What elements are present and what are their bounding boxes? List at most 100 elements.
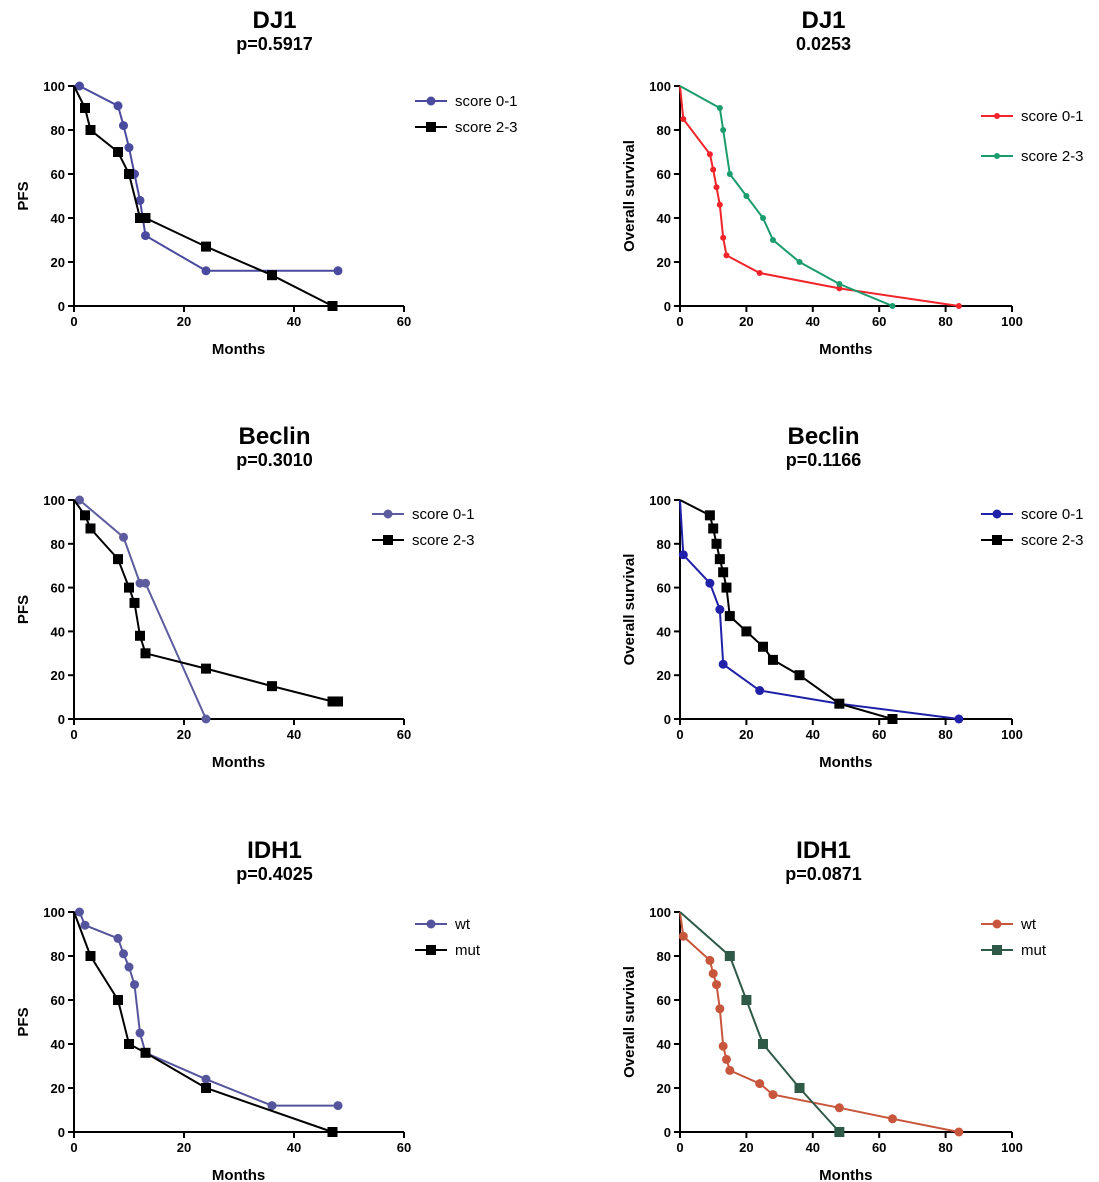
data-point bbox=[135, 195, 145, 205]
legend-label: score 2-3 bbox=[412, 532, 475, 549]
y-tick-label: 0 bbox=[664, 712, 671, 727]
data-point bbox=[714, 554, 725, 565]
data-point bbox=[715, 605, 725, 614]
x-tick-label: 0 bbox=[70, 727, 77, 742]
data-point bbox=[124, 1039, 134, 1049]
data-point bbox=[267, 1101, 277, 1111]
y-tick-label: 100 bbox=[649, 905, 671, 920]
data-point bbox=[741, 626, 752, 637]
x-tick-label: 60 bbox=[872, 314, 886, 329]
data-point bbox=[755, 686, 765, 696]
x-axis-label: Months bbox=[819, 341, 872, 358]
data-point bbox=[758, 641, 768, 652]
x-tick-label: 20 bbox=[739, 1140, 753, 1155]
legend-label: score 0-1 bbox=[412, 506, 475, 523]
data-point bbox=[135, 630, 145, 641]
data-point bbox=[80, 920, 90, 930]
data-point bbox=[678, 931, 688, 941]
data-point bbox=[124, 582, 134, 593]
data-point bbox=[141, 231, 150, 241]
chart-title-block: Beclin p=0.3010 bbox=[0, 424, 549, 471]
legend-marker bbox=[426, 96, 436, 106]
y-tick-label: 100 bbox=[43, 79, 65, 94]
x-axis-label: Months bbox=[819, 754, 872, 771]
data-point bbox=[267, 270, 277, 281]
y-tick-label: 80 bbox=[51, 537, 65, 552]
y-axis-label: PFS bbox=[15, 1007, 32, 1036]
legend-marker bbox=[383, 535, 393, 545]
y-tick-label: 80 bbox=[657, 949, 671, 964]
data-point bbox=[718, 1041, 728, 1051]
x-tick-label: 0 bbox=[70, 314, 77, 329]
chart-panel-idh1-os: IDH1 p=0.0871 0 20 40 60 80 100 0 20 40 60 80 100 Mo… bbox=[549, 788, 1098, 1182]
x-tick-label: 20 bbox=[739, 727, 753, 742]
data-point bbox=[130, 980, 139, 990]
legend-entry: mut bbox=[981, 942, 1047, 959]
y-axis-label: PFS bbox=[15, 181, 32, 210]
y-tick-label: 80 bbox=[51, 949, 65, 964]
data-point bbox=[768, 1090, 778, 1100]
data-point bbox=[85, 125, 96, 135]
data-point bbox=[954, 1127, 964, 1137]
data-point bbox=[75, 81, 84, 91]
data-point bbox=[712, 980, 722, 990]
x-tick-label: 40 bbox=[806, 314, 820, 329]
y-tick-label: 100 bbox=[649, 493, 671, 508]
series-line bbox=[73, 911, 333, 1133]
y-tick-label: 0 bbox=[58, 299, 65, 314]
legend-entry: score 0-1 bbox=[981, 506, 1084, 523]
data-point bbox=[713, 184, 720, 191]
data-point bbox=[327, 696, 338, 707]
chart-subtitle: p=0.3010 bbox=[236, 450, 313, 470]
y-tick-label: 40 bbox=[51, 624, 65, 639]
data-point bbox=[678, 550, 688, 560]
legend-marker bbox=[994, 153, 1000, 159]
data-point bbox=[119, 121, 128, 131]
legend-label: mut bbox=[1021, 942, 1047, 959]
x-tick-label: 100 bbox=[1001, 314, 1023, 329]
y-tick-label: 40 bbox=[657, 624, 671, 639]
x-tick-label: 60 bbox=[397, 1140, 411, 1155]
x-tick-label: 80 bbox=[938, 727, 952, 742]
data-point bbox=[716, 105, 723, 111]
series-0 bbox=[679, 85, 962, 309]
data-point bbox=[705, 955, 715, 965]
chart-subtitle: p=0.0871 bbox=[785, 864, 862, 884]
legend-entry: score 0-1 bbox=[372, 506, 475, 523]
data-point bbox=[954, 714, 964, 724]
series-line bbox=[679, 499, 960, 720]
y-axis-label: Overall survival bbox=[621, 554, 638, 666]
legend-marker bbox=[383, 509, 393, 519]
series-1 bbox=[73, 85, 338, 311]
data-point bbox=[769, 237, 776, 243]
legend-marker bbox=[992, 919, 1002, 929]
series-line bbox=[679, 911, 960, 1133]
legend-label: score 0-1 bbox=[1021, 506, 1084, 523]
legend-entry: score 2-3 bbox=[981, 148, 1084, 165]
y-tick-label: 60 bbox=[51, 993, 65, 1008]
data-point bbox=[201, 663, 211, 674]
x-tick-label: 0 bbox=[70, 1140, 77, 1155]
x-tick-label: 60 bbox=[397, 314, 411, 329]
chart-panel-dj1-os: DJ1 0.0253 0 20 40 60 80 100 0 20 40 60 80 100 Month… bbox=[549, 0, 1098, 394]
y-tick-label: 0 bbox=[664, 299, 671, 314]
y-tick-label: 80 bbox=[51, 123, 65, 138]
data-point bbox=[333, 696, 343, 707]
legend-marker bbox=[992, 945, 1002, 955]
legend-marker bbox=[992, 509, 1002, 519]
y-tick-label: 20 bbox=[51, 668, 65, 683]
data-point bbox=[834, 698, 845, 709]
x-axis-label: Months bbox=[212, 754, 265, 771]
legend-label: mut bbox=[455, 942, 481, 959]
chart-title-block: DJ1 p=0.5917 bbox=[0, 8, 549, 55]
data-point bbox=[327, 301, 338, 311]
data-point bbox=[887, 714, 898, 724]
chart-subtitle: p=0.1166 bbox=[785, 450, 862, 470]
data-point bbox=[794, 670, 805, 681]
y-tick-label: 60 bbox=[51, 581, 65, 596]
y-tick-label: 40 bbox=[51, 1037, 65, 1052]
series-1 bbox=[73, 499, 343, 707]
data-point bbox=[113, 554, 123, 565]
y-axis-label: Overall survival bbox=[621, 140, 638, 252]
data-point bbox=[267, 681, 277, 692]
